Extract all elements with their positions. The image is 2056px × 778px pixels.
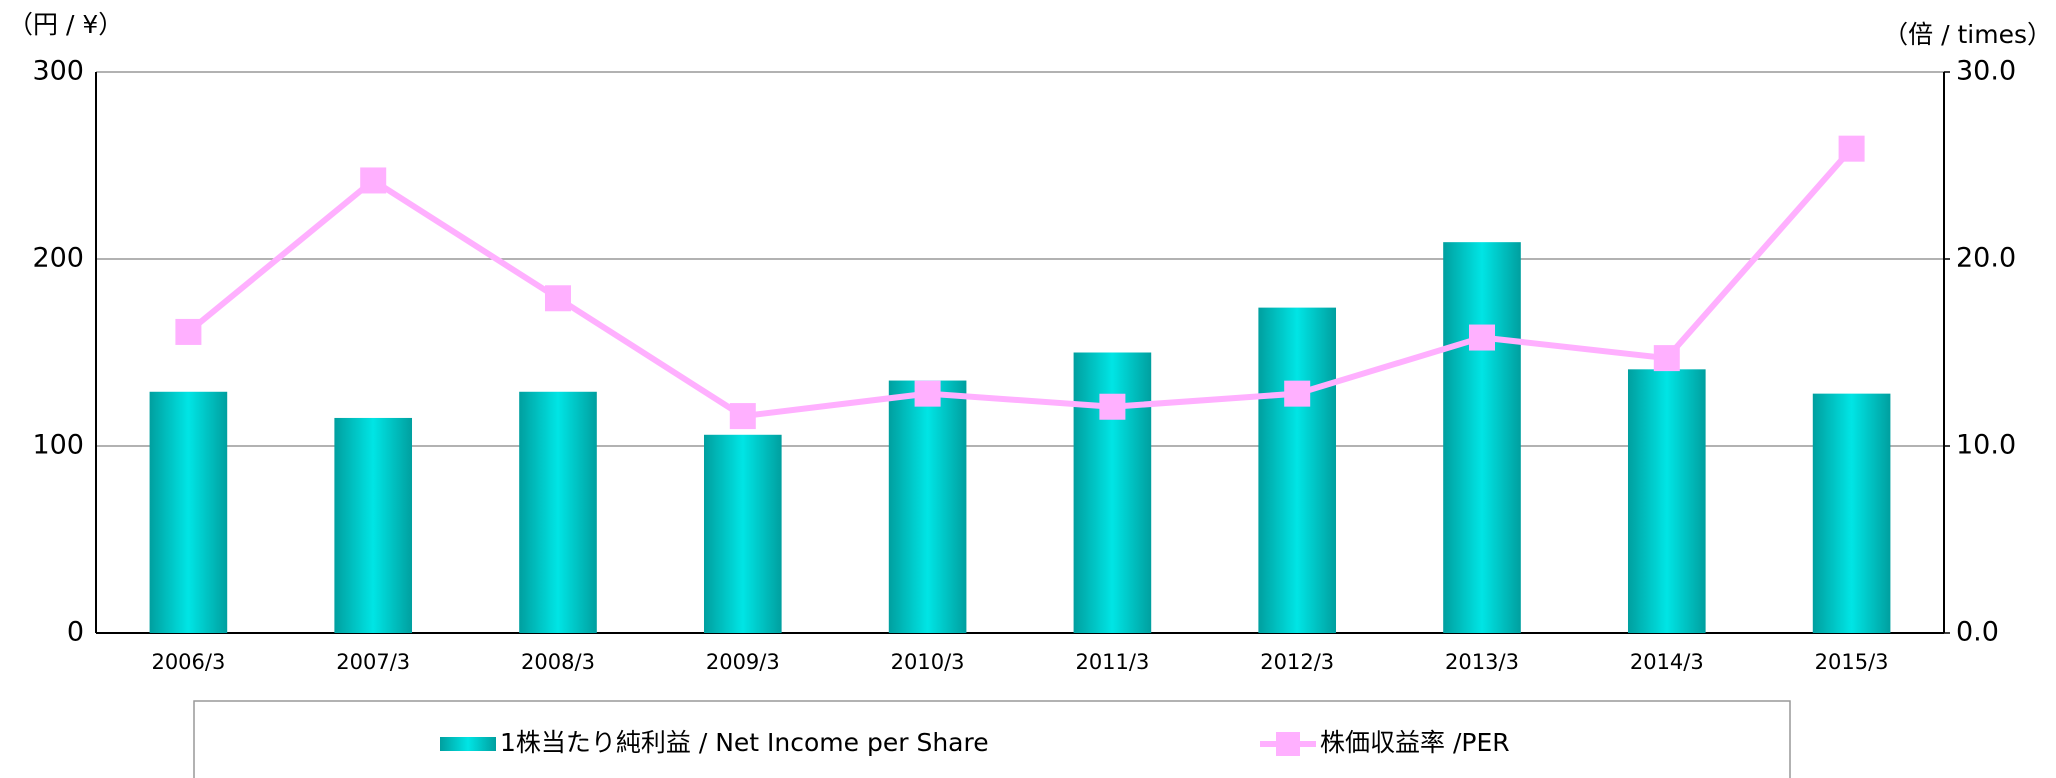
legend-label: 株価収益率 /PER <box>1320 728 1510 757</box>
marker <box>1838 135 1865 162</box>
legend-box <box>193 700 1791 778</box>
bar <box>703 434 782 633</box>
marker <box>545 285 571 312</box>
y2-axis-unit: （倍 / times） <box>1883 20 2052 49</box>
bar <box>888 380 967 633</box>
y2-tick-label: 0.0 <box>1956 617 1999 648</box>
bar <box>149 391 228 633</box>
marker <box>360 167 387 194</box>
marker <box>1653 345 1680 372</box>
x-tick-label: 2014/3 <box>1630 650 1704 674</box>
legend-swatch <box>440 737 496 751</box>
legend-label: 1株当たり純利益 / Net Income per Share <box>500 728 989 757</box>
x-tick-label: 2008/3 <box>521 650 595 674</box>
marker <box>729 403 756 430</box>
y2-tick-label: 10.0 <box>1956 430 2016 461</box>
bar <box>519 391 597 633</box>
y-tick-label: 200 <box>32 243 84 274</box>
legend-marker <box>1276 732 1300 756</box>
y2-tick-label: 20.0 <box>1956 243 2016 274</box>
marker <box>1099 393 1126 420</box>
y-tick-label: 0 <box>67 617 84 648</box>
x-tick-label: 2013/3 <box>1445 650 1519 674</box>
x-tick-label: 2006/3 <box>151 650 225 674</box>
bar <box>1443 242 1521 634</box>
line <box>186 146 1854 420</box>
bar <box>1258 307 1337 633</box>
x-tick-label: 2009/3 <box>706 650 780 674</box>
y-tick-label: 100 <box>32 430 84 461</box>
x-tick-label: 2007/3 <box>336 650 410 674</box>
bar <box>1627 369 1706 633</box>
bar <box>334 417 413 633</box>
y-axis-unit: （円 / ¥） <box>8 10 123 39</box>
bar <box>1812 393 1891 633</box>
x-tick-label: 2010/3 <box>891 650 965 674</box>
y2-tick-label: 30.0 <box>1956 56 2016 87</box>
x-tick-label: 2012/3 <box>1260 650 1334 674</box>
marker <box>914 380 941 407</box>
x-tick-label: 2015/3 <box>1815 650 1889 674</box>
x-tick-label: 2011/3 <box>1075 650 1149 674</box>
marker <box>175 318 202 345</box>
y-tick-label: 300 <box>32 56 84 87</box>
marker <box>1469 324 1495 351</box>
marker <box>1284 380 1311 407</box>
